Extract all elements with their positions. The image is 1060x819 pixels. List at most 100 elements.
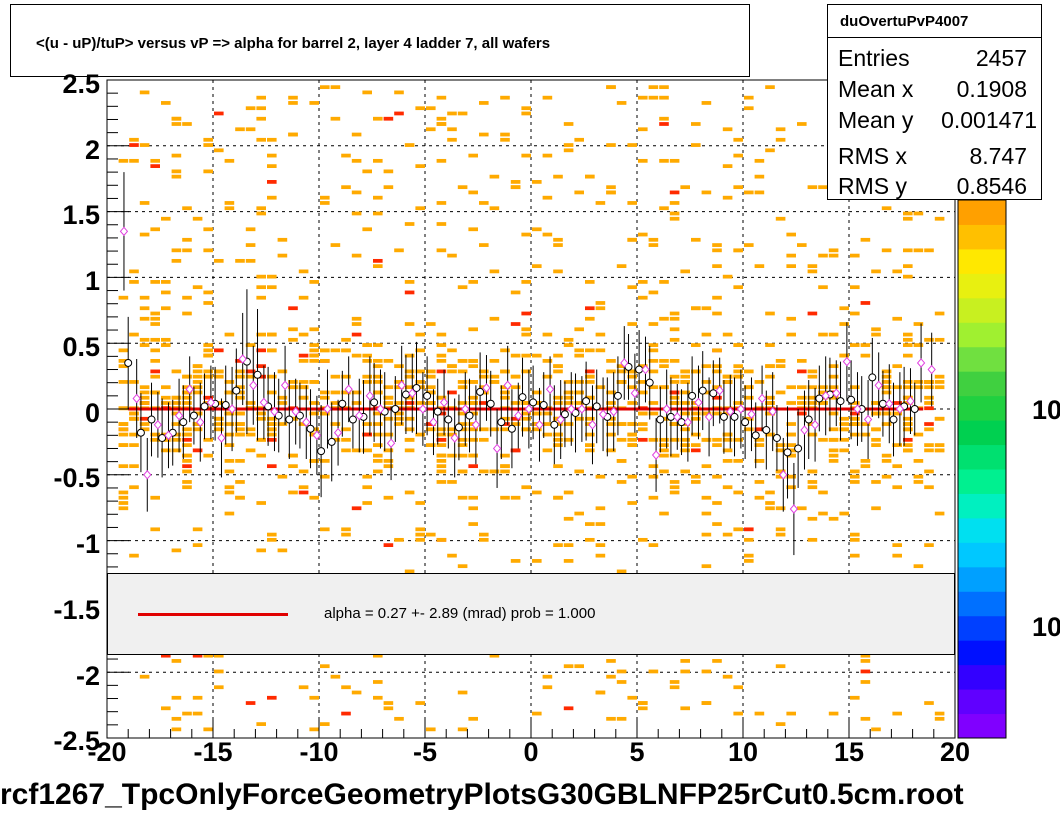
histogram-cell bbox=[139, 422, 150, 426]
profile-point bbox=[853, 404, 862, 414]
profile-point bbox=[200, 402, 209, 411]
histogram-cell bbox=[892, 443, 902, 447]
histogram-cell bbox=[298, 332, 309, 337]
histogram-cell bbox=[182, 374, 192, 379]
histogram-cell bbox=[606, 659, 616, 663]
histogram-cell bbox=[627, 322, 637, 326]
histogram-cell bbox=[161, 216, 171, 221]
histogram-cell bbox=[553, 543, 563, 547]
profile-point bbox=[863, 414, 873, 425]
histogram-cell bbox=[245, 448, 256, 453]
histogram-cell bbox=[468, 411, 478, 416]
histogram-cell bbox=[924, 448, 934, 453]
histogram-cell bbox=[351, 506, 362, 511]
histogram-cell bbox=[341, 427, 351, 432]
histogram-cell bbox=[267, 374, 277, 379]
histogram-cell bbox=[394, 385, 404, 390]
histogram-cell bbox=[224, 206, 235, 211]
histogram-cell bbox=[118, 295, 129, 300]
histogram-cell bbox=[924, 701, 934, 705]
histogram-cell bbox=[828, 385, 839, 390]
histogram-cell bbox=[754, 711, 765, 716]
histogram-cell bbox=[468, 401, 478, 405]
histogram-cell bbox=[256, 722, 266, 726]
histogram-cell bbox=[150, 164, 160, 168]
histogram-cell bbox=[903, 216, 913, 221]
palette-band bbox=[958, 224, 1006, 250]
histogram-cell bbox=[532, 559, 542, 563]
histogram-cell bbox=[383, 543, 394, 547]
histogram-cell bbox=[786, 448, 796, 453]
histogram-cell bbox=[807, 369, 818, 374]
histogram-cell bbox=[860, 716, 871, 721]
histogram-cell bbox=[426, 390, 436, 395]
histogram-cell bbox=[606, 185, 616, 190]
histogram-cell bbox=[542, 374, 553, 379]
histogram-cell bbox=[733, 490, 743, 495]
histogram-cell bbox=[277, 401, 288, 405]
histogram-cell bbox=[373, 680, 383, 684]
histogram-cell bbox=[924, 406, 934, 411]
histogram-cell bbox=[574, 469, 584, 474]
profile-point bbox=[847, 395, 856, 404]
histogram-cell bbox=[373, 380, 383, 384]
histogram-cell bbox=[680, 427, 690, 432]
histogram-cell bbox=[415, 537, 425, 542]
histogram-cell bbox=[447, 348, 457, 353]
stat-value: 0.1908 bbox=[956, 76, 1027, 102]
histogram-cell bbox=[351, 132, 362, 137]
histogram-cell bbox=[256, 348, 266, 353]
histogram-cell bbox=[320, 474, 330, 479]
histogram-cell bbox=[182, 295, 192, 300]
histogram-cell bbox=[648, 358, 659, 363]
histogram-cell bbox=[235, 411, 245, 416]
histogram-cell bbox=[479, 401, 489, 405]
histogram-cell bbox=[553, 237, 563, 242]
histogram-cell bbox=[192, 448, 203, 453]
histogram-cell bbox=[606, 422, 616, 426]
histogram-cell bbox=[553, 437, 563, 442]
histogram-cell bbox=[192, 543, 203, 547]
histogram-cell bbox=[871, 332, 881, 337]
profile-point bbox=[704, 412, 714, 422]
histogram-cell bbox=[383, 185, 394, 190]
histogram-cell bbox=[224, 411, 235, 416]
histogram-cell bbox=[394, 248, 404, 253]
histogram-cell bbox=[309, 695, 319, 700]
histogram-cell bbox=[775, 474, 786, 479]
histogram-cell bbox=[171, 395, 182, 400]
histogram-cell bbox=[383, 358, 394, 363]
histogram-cell bbox=[521, 111, 531, 116]
histogram-cell bbox=[828, 453, 839, 458]
histogram-cell bbox=[404, 395, 415, 400]
histogram-cell bbox=[553, 495, 563, 500]
histogram-cell bbox=[341, 153, 351, 158]
histogram-cell bbox=[532, 180, 542, 184]
histogram-cell bbox=[828, 448, 839, 453]
histogram-cell bbox=[192, 369, 203, 374]
histogram-cell bbox=[171, 716, 182, 721]
histogram-cell bbox=[182, 385, 192, 390]
histogram-cell bbox=[850, 311, 860, 316]
histogram-cell bbox=[150, 158, 160, 163]
histogram-cell bbox=[553, 464, 563, 469]
x-tick-label: 20 bbox=[939, 737, 971, 767]
histogram-cell bbox=[712, 348, 722, 353]
histogram-cell bbox=[139, 337, 150, 342]
histogram-cell bbox=[309, 459, 319, 463]
histogram-cell bbox=[913, 380, 924, 384]
histogram-cell bbox=[182, 248, 192, 253]
histogram-cell bbox=[924, 485, 934, 490]
histogram-cell bbox=[786, 385, 796, 390]
histogram-cell bbox=[722, 332, 733, 337]
histogram-cell bbox=[203, 227, 213, 232]
histogram-cell bbox=[320, 195, 330, 200]
histogram-cell bbox=[298, 422, 309, 426]
histogram-cell bbox=[669, 480, 680, 484]
histogram-cell bbox=[775, 358, 786, 363]
histogram-cell bbox=[182, 390, 192, 395]
x-tick-label: -20 bbox=[87, 737, 127, 767]
histogram-cell bbox=[828, 459, 839, 463]
histogram-cell bbox=[712, 437, 722, 442]
histogram-cell bbox=[500, 95, 510, 100]
